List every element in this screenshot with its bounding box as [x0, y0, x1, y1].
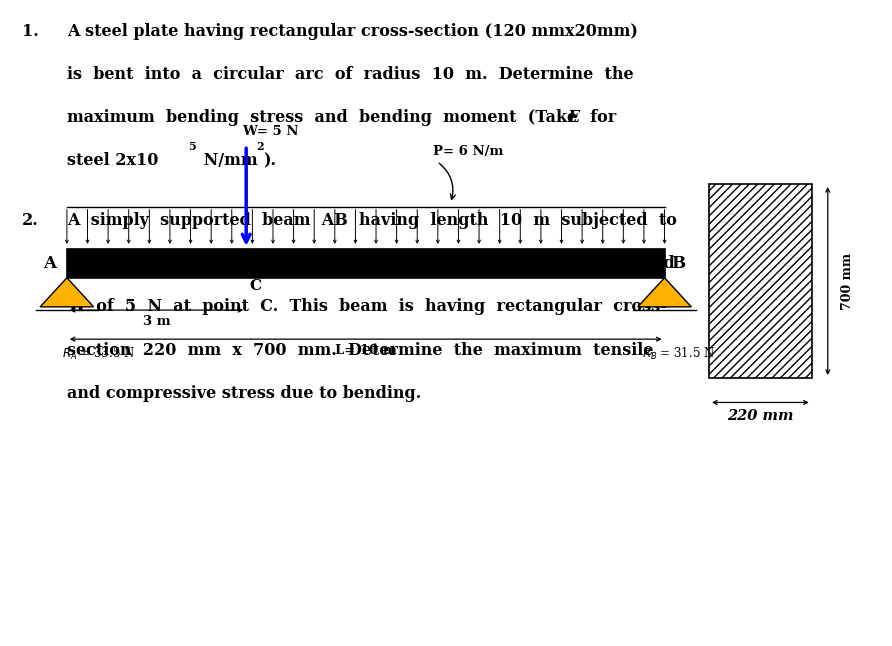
Text: ).: ).	[263, 152, 277, 169]
Bar	[67, 249, 665, 278]
Bar	[709, 184, 812, 378]
Text: 220 mm: 220 mm	[727, 409, 794, 423]
Text: C: C	[250, 279, 262, 293]
Text: E: E	[567, 109, 580, 126]
Text: 5: 5	[188, 141, 196, 152]
Polygon shape	[40, 278, 94, 307]
Text: and compressive stress due to bending.: and compressive stress due to bending.	[67, 385, 421, 402]
Text: for: for	[579, 109, 616, 126]
Text: section  220  mm  x  700  mm.  Determine  the  maximum  tensile: section 220 mm x 700 mm. Determine the m…	[67, 342, 653, 359]
Text: maximum  bending  stress  and  bending  moment  (Take: maximum bending stress and bending momen…	[67, 109, 582, 126]
Text: 3 m: 3 m	[143, 315, 170, 328]
Text: B: B	[672, 255, 686, 272]
Text: P= 6 N/m: P= 6 N/m	[433, 145, 503, 158]
Text: W  of  5  N  at  point  C.  This  beam  is  having  rectangular  cross-: W of 5 N at point C. This beam is having…	[67, 298, 666, 315]
Text: A steel plate having rectangular cross-section (120 mmx20mm): A steel plate having rectangular cross-s…	[67, 23, 638, 39]
Text: A  simply  supported  beam  AB  having  length  10  m  subjected  to: A simply supported beam AB having length…	[67, 212, 677, 229]
Polygon shape	[638, 278, 691, 307]
Text: 700 mm: 700 mm	[841, 253, 854, 309]
Text: 2: 2	[256, 141, 264, 152]
Text: N/mm: N/mm	[198, 152, 258, 169]
Text: steel 2x10: steel 2x10	[67, 152, 158, 169]
Text: L= 10 m: L= 10 m	[334, 344, 397, 357]
Text: is  bent  into  a  circular  arc  of  radius  10  m.  Determine  the: is bent into a circular arc of radius 10…	[67, 66, 633, 83]
Text: uniformly  distributed  load  of  P = 6  N/m  and  concentrated  load: uniformly distributed load of P = 6 N/m …	[67, 255, 674, 272]
Text: W= 5 N: W= 5 N	[242, 125, 298, 138]
Text: 2.: 2.	[22, 212, 39, 229]
Text: A: A	[43, 255, 56, 272]
Text: $R_B$ = 31.5 N: $R_B$ = 31.5 N	[642, 346, 715, 362]
Text: 1.: 1.	[22, 23, 39, 39]
Text: $R_A$ = 33.5 N: $R_A$ = 33.5 N	[62, 346, 136, 362]
